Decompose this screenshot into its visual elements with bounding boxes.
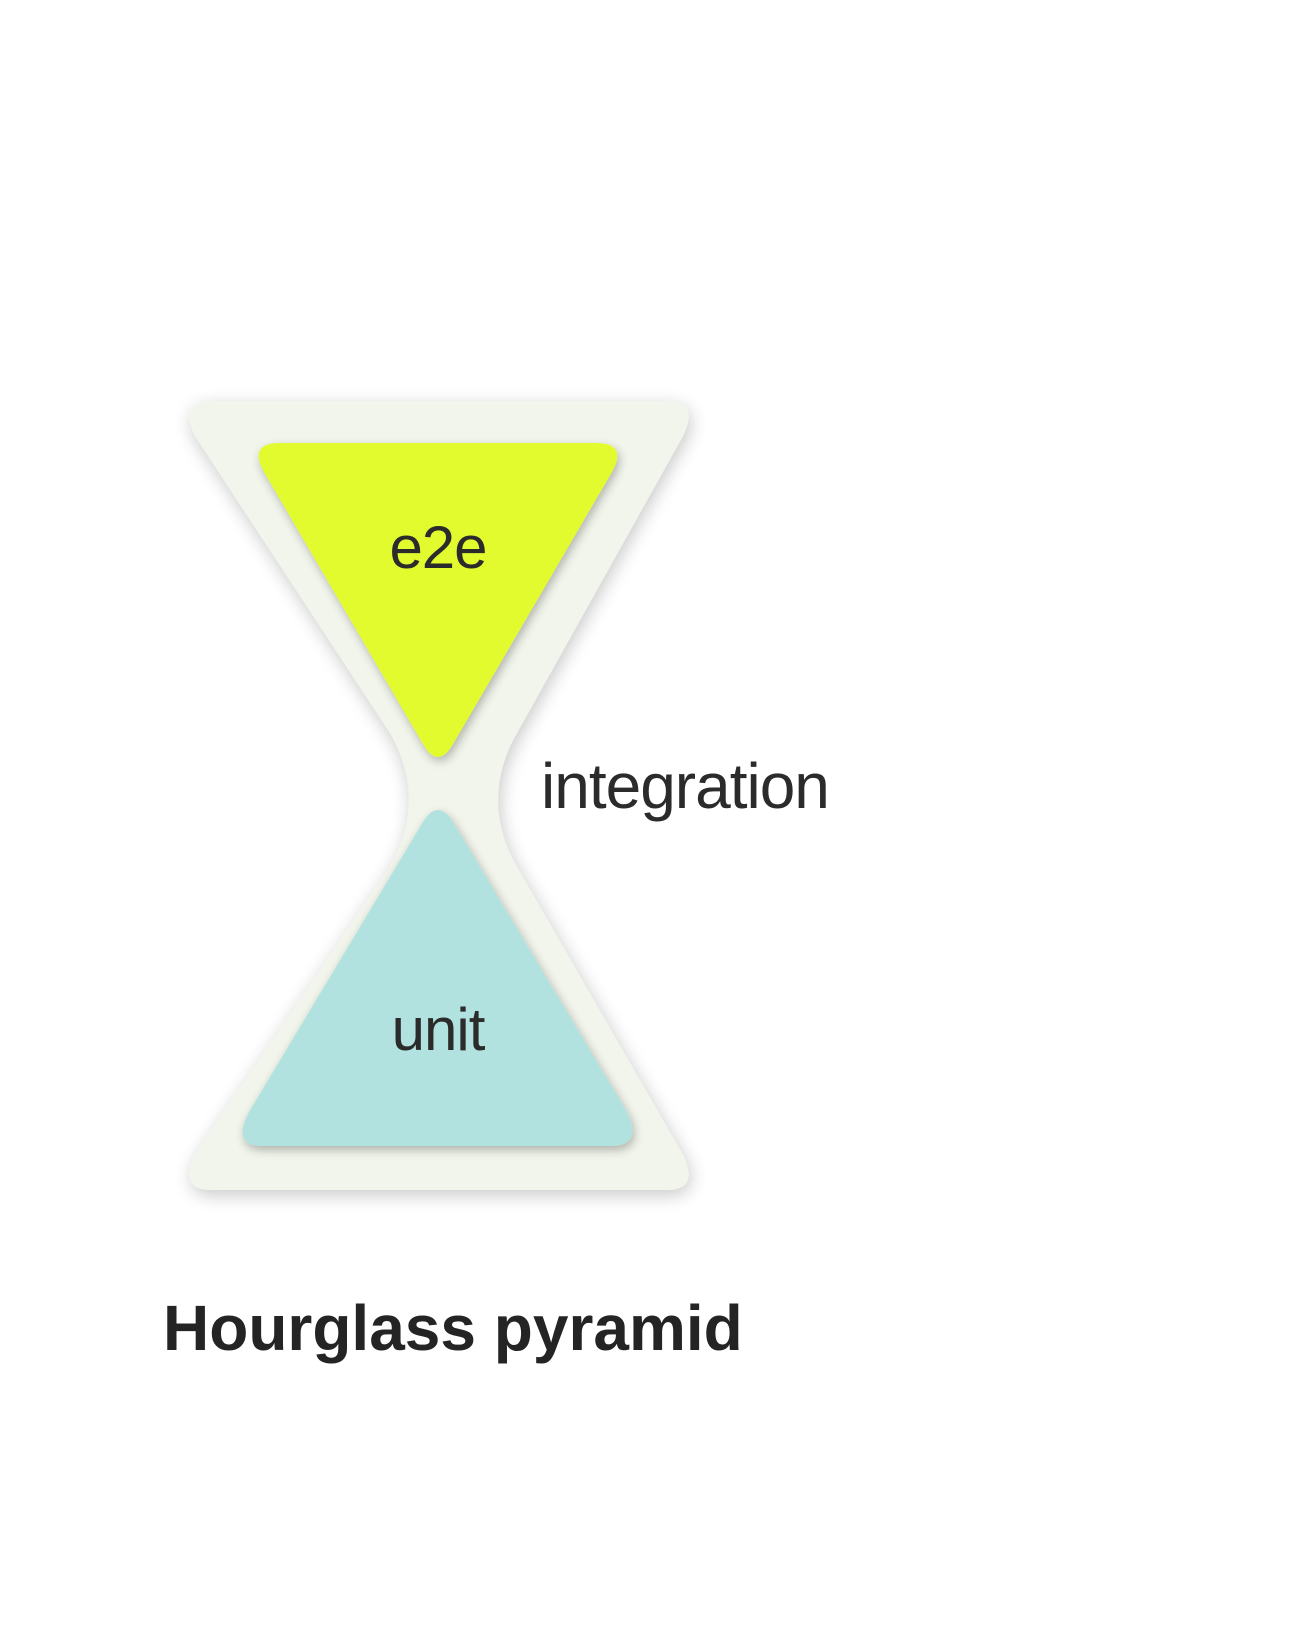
- e2e-label: e2e: [389, 514, 487, 581]
- unit-layer: [242, 810, 633, 1146]
- diagram-caption: Hourglass pyramid: [163, 1292, 743, 1364]
- unit-label: unit: [391, 996, 486, 1063]
- hourglass-frame: [189, 401, 689, 1190]
- integration-label: integration: [541, 750, 830, 822]
- e2e-layer: [258, 443, 618, 757]
